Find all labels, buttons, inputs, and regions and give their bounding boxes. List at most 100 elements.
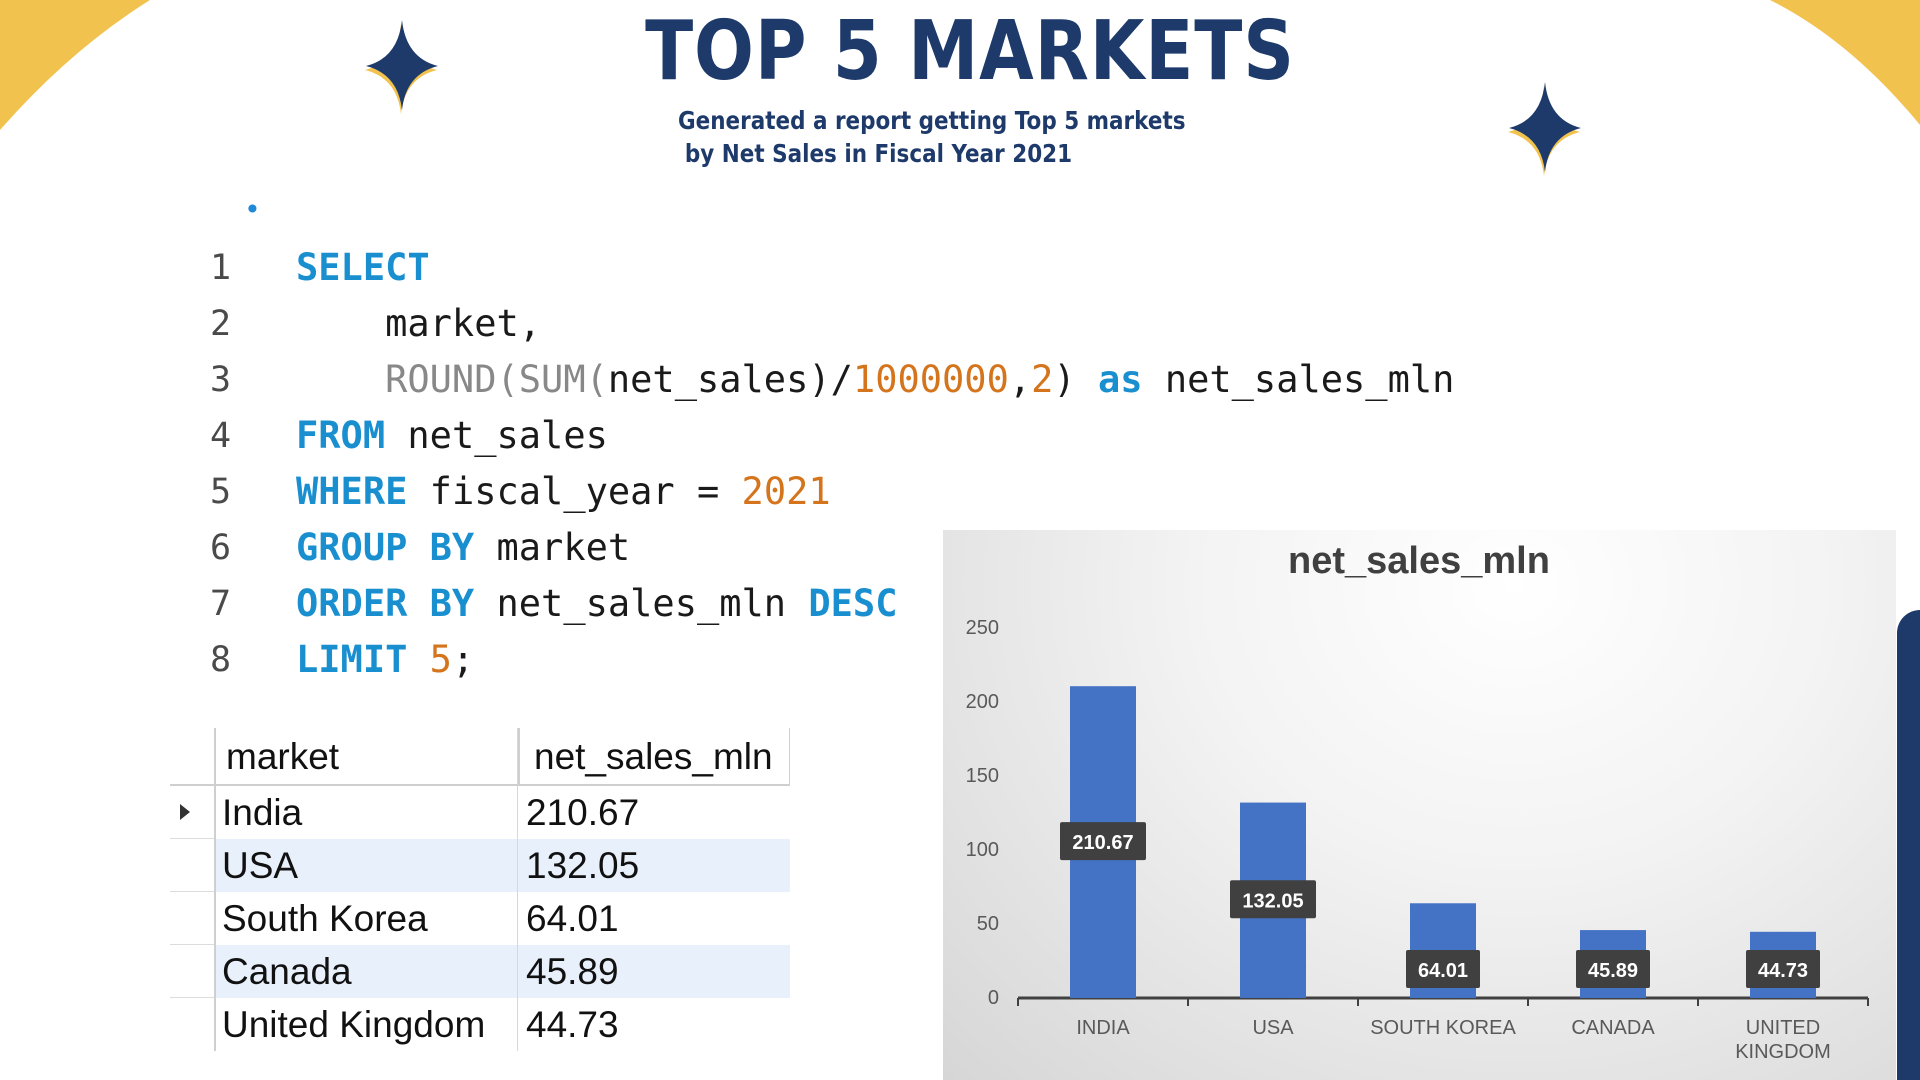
table-row[interactable]: United Kingdom 44.73 <box>170 998 790 1051</box>
data-label: 44.73 <box>1758 960 1808 982</box>
code-line-6: 6 GROUP BY market <box>196 464 630 569</box>
cell-market[interactable]: United Kingdom <box>216 998 518 1051</box>
identifier: fiscal_year = <box>429 470 720 513</box>
row-gutter[interactable] <box>170 786 216 839</box>
identifier: market, <box>385 302 542 345</box>
column-header-net-sales-mln[interactable]: net_sales_mln <box>518 728 790 784</box>
bar-chart: net_sales_mln 0 50 100 150 200 250 210.67 INDIA 1… <box>943 530 1896 1080</box>
data-label: 132.05 <box>1242 890 1303 912</box>
cell-net-sales-mln[interactable]: 64.01 <box>526 898 619 939</box>
corner-wedge-top-right <box>1770 0 1920 125</box>
current-row-arrow-icon <box>180 804 190 820</box>
row-gutter <box>170 728 216 784</box>
punctuation: , <box>1008 358 1032 401</box>
line-number: 4 <box>210 416 232 456</box>
grid-header: market net_sales_mln <box>170 728 790 786</box>
keyword: SELECT <box>296 246 430 289</box>
data-label-box <box>1230 880 1316 919</box>
identifier: net_sales <box>407 414 608 457</box>
y-tick-label: 0 <box>988 987 999 1009</box>
subtitle-line-1: Generated a report getting Top 5 markets <box>678 106 1186 135</box>
result-grid[interactable]: market net_sales_mln India 210.67 USA 13… <box>170 728 790 1051</box>
execution-dot-icon: • <box>244 193 261 226</box>
cell-market[interactable]: Canada <box>216 945 518 998</box>
chart-title: net_sales_mln <box>1288 540 1550 582</box>
cell-net-sales-mln[interactable]: 45.89 <box>518 945 790 998</box>
line-number: 8 <box>210 640 232 680</box>
punctuation: ) <box>1053 358 1076 401</box>
sparkle-star-icon <box>1508 82 1581 176</box>
sql-editor[interactable]: 1 • SELECT 2 market, 3 ROUND(SUM(net_sales… <box>196 184 1454 681</box>
keyword: DESC <box>808 582 898 625</box>
keyword: as <box>1097 358 1143 401</box>
line-number: 3 <box>210 360 232 400</box>
data-label-box <box>1746 950 1820 988</box>
y-tick-label: 100 <box>966 839 999 861</box>
identifier: net_sales_mln <box>496 582 787 625</box>
column-header-market[interactable]: market <box>216 728 518 784</box>
identifier: market <box>496 526 631 569</box>
function-name: SUM( <box>518 358 608 401</box>
cell-market[interactable]: South Korea <box>216 892 518 945</box>
table-row[interactable]: South Korea 64.01 <box>170 892 790 945</box>
cell-market[interactable]: USA <box>216 839 518 892</box>
data-label-box <box>1060 822 1146 861</box>
code-line-7: 7 ORDER BY net_sales_mln DESC <box>196 520 897 625</box>
keyword: LIMIT <box>296 638 408 681</box>
number-literal: 1000000 <box>852 358 1009 401</box>
x-tick-label: USA <box>1252 1017 1294 1039</box>
table-row[interactable]: India 210.67 <box>170 786 790 839</box>
number-literal: 2 <box>1031 358 1054 401</box>
keyword: FROM <box>296 414 386 457</box>
code-line-5: 5 WHERE fiscal_year = 2021 <box>196 408 831 513</box>
number-literal: 5 <box>429 638 452 681</box>
row-gutter[interactable] <box>170 892 216 945</box>
code-line-3: 3 ROUND(SUM(net_sales)/1000000,2) as net… <box>196 296 1454 401</box>
bar-chart-svg: net_sales_mln 0 50 100 150 200 250 210.67 INDIA 1… <box>966 540 1869 1063</box>
cell-market[interactable]: India <box>216 786 518 839</box>
x-tick-label: CANADA <box>1571 1017 1655 1039</box>
table-row[interactable]: USA 132.05 <box>170 839 790 892</box>
y-tick-label: 50 <box>977 913 999 935</box>
page-title: TOP 5 MARKETS <box>645 4 1295 99</box>
data-label-box <box>1406 950 1480 988</box>
subtitle: Generated a report getting Top 5 markets… <box>678 104 1211 170</box>
row-gutter[interactable] <box>170 998 216 1051</box>
identifier: net_sales)/ <box>607 358 853 401</box>
x-tick-label: UNITED <box>1746 1017 1820 1039</box>
keyword: ORDER BY <box>296 582 475 625</box>
data-label-box <box>1576 950 1650 988</box>
corner-wedge-top-left <box>0 0 150 130</box>
code-line-1: 1 • SELECT <box>196 184 430 289</box>
data-label: 64.01 <box>1418 960 1468 982</box>
subtitle-line-2: by Net Sales in Fiscal Year 2021 <box>684 139 1073 168</box>
line-number: 7 <box>210 584 232 624</box>
table-row[interactable]: Canada 45.89 <box>170 945 790 998</box>
code-line-4: 4 FROM net_sales <box>196 352 608 457</box>
line-number: 6 <box>210 528 232 568</box>
row-gutter[interactable] <box>170 839 216 892</box>
cell-net-sales-mln[interactable]: 210.67 <box>526 792 640 833</box>
title-block: TOP 5 MARKETS <box>0 4 1920 99</box>
line-number: 2 <box>210 304 232 344</box>
keyword: GROUP BY <box>296 526 475 569</box>
x-tick-label: KINGDOM <box>1735 1041 1831 1063</box>
x-tick-label: INDIA <box>1076 1017 1130 1039</box>
y-tick-label: 200 <box>966 691 999 713</box>
cell-net-sales-mln[interactable]: 132.05 <box>518 839 790 892</box>
data-label: 45.89 <box>1588 960 1638 982</box>
function-name: ROUND( <box>385 358 519 401</box>
code-line-2: 2 market, <box>196 240 541 345</box>
x-tick-label: SOUTH KOREA <box>1370 1017 1516 1039</box>
code-line-8: 8 LIMIT 5; <box>196 576 474 681</box>
identifier: net_sales_mln <box>1164 358 1455 401</box>
y-tick-label: 250 <box>966 617 999 639</box>
cell-net-sales-mln[interactable]: 44.73 <box>526 1004 619 1045</box>
punctuation: ; <box>451 638 475 681</box>
line-number: 1 <box>210 248 232 288</box>
data-label: 210.67 <box>1072 832 1133 854</box>
keyword: WHERE <box>296 470 408 513</box>
line-number: 5 <box>210 472 232 512</box>
side-accent-band <box>1897 610 1920 1080</box>
row-gutter[interactable] <box>170 945 216 998</box>
